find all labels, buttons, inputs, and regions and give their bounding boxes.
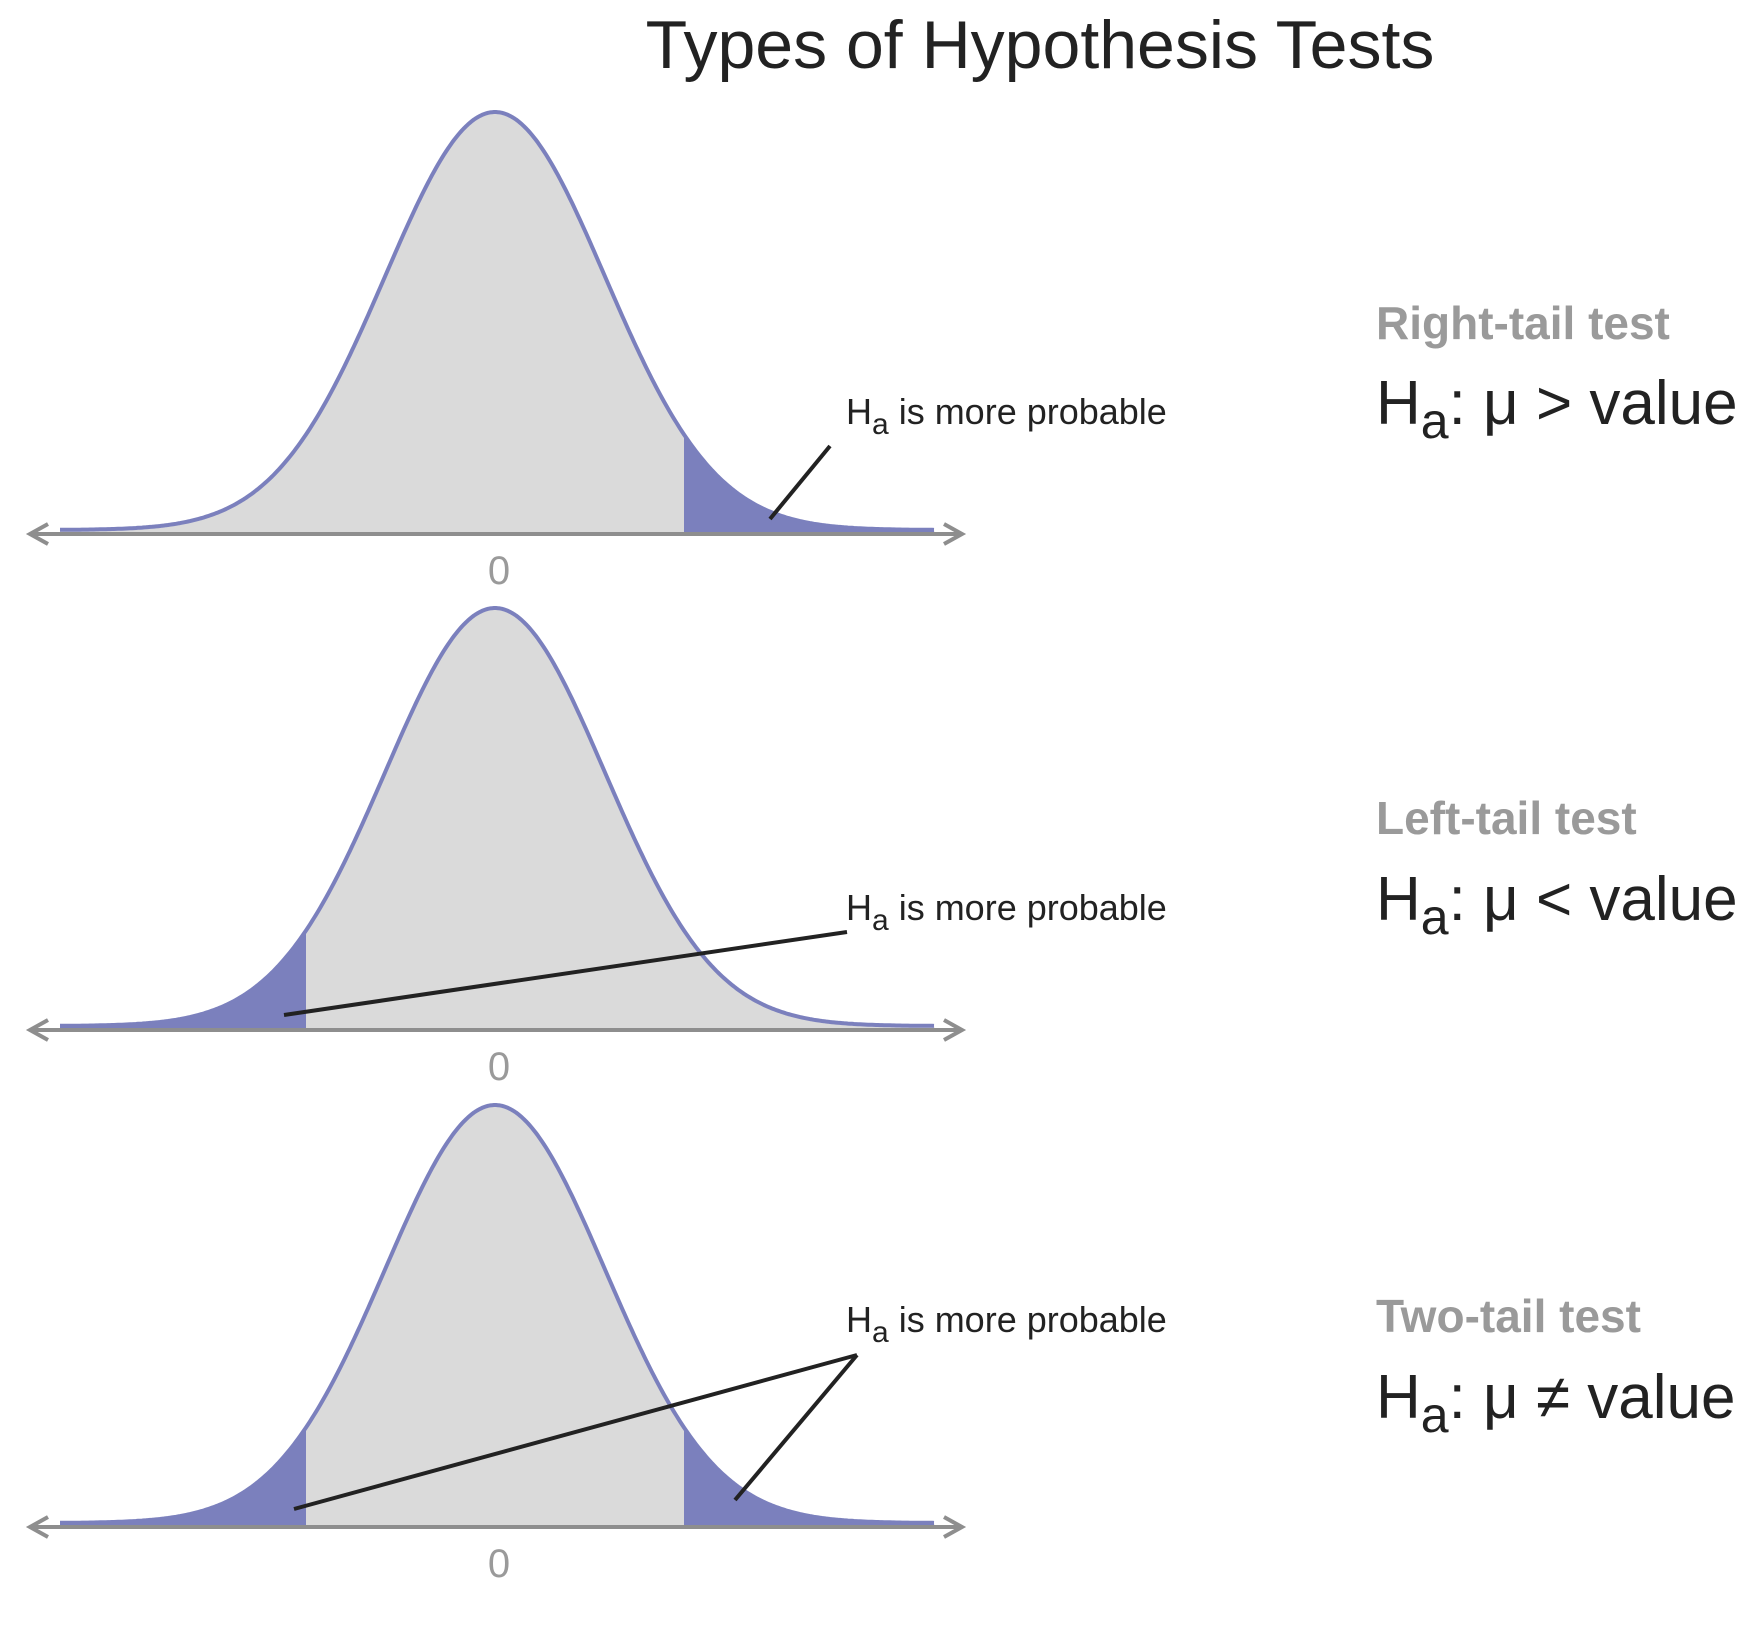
alternative-hypothesis: Ha: μ > value: [1376, 369, 1738, 449]
x-axis: [25, 1515, 967, 1539]
left-arrow-icon: [25, 1018, 49, 1042]
right-arrow-icon: [943, 1018, 967, 1042]
test-name: Two-tail test: [1376, 1290, 1641, 1342]
distribution-area: [60, 1105, 935, 1527]
normal-curve: [60, 1103, 935, 1525]
normal-curve: [60, 606, 935, 1028]
axis-zero-label: 0: [488, 1045, 510, 1089]
right-tail-region: [684, 1427, 934, 1527]
alternative-hypothesis: Ha: μ ≠ value: [1376, 1363, 1735, 1443]
axis-zero-label: 0: [488, 549, 510, 593]
normal-curve: [60, 110, 935, 532]
x-axis: [25, 522, 967, 546]
pointer-line: [283, 930, 848, 1017]
right-arrow-icon: [943, 522, 967, 546]
panel-left-tail: 0 Ha is more probable Left-tail test Ha: μ …: [25, 606, 1738, 1089]
pointer-line: [768, 444, 832, 521]
annotation-label: Ha is more probable: [846, 887, 1167, 937]
right-arrow-icon: [943, 1515, 967, 1539]
pointer-line: [733, 1353, 859, 1502]
test-name: Left-tail test: [1376, 792, 1637, 844]
pointer-line: [293, 1353, 858, 1511]
distribution-area: [60, 608, 935, 1030]
panel-right-tail: 0 Ha is more probable Right-tail test Ha: μ…: [25, 110, 1738, 593]
x-axis: [25, 1018, 967, 1042]
diagram-title: Types of Hypothesis Tests: [646, 7, 1435, 83]
left-arrow-icon: [25, 522, 49, 546]
left-arrow-icon: [25, 1515, 49, 1539]
left-tail-region: [60, 1427, 306, 1527]
annotation-label: Ha is more probable: [846, 1299, 1167, 1349]
alternative-hypothesis: Ha: μ < value: [1376, 865, 1738, 945]
annotation-label: Ha is more probable: [846, 391, 1167, 441]
axis-zero-label: 0: [488, 1542, 510, 1586]
panel-two-tail: 0 Ha is more probable Two-tail test Ha: μ ≠…: [25, 1103, 1735, 1586]
panels: 0 Ha is more probable Right-tail test Ha: μ…: [25, 110, 1738, 1586]
left-tail-region: [60, 930, 306, 1030]
distribution-area: [60, 112, 935, 534]
test-name: Right-tail test: [1376, 297, 1670, 349]
right-tail-region: [684, 434, 934, 534]
